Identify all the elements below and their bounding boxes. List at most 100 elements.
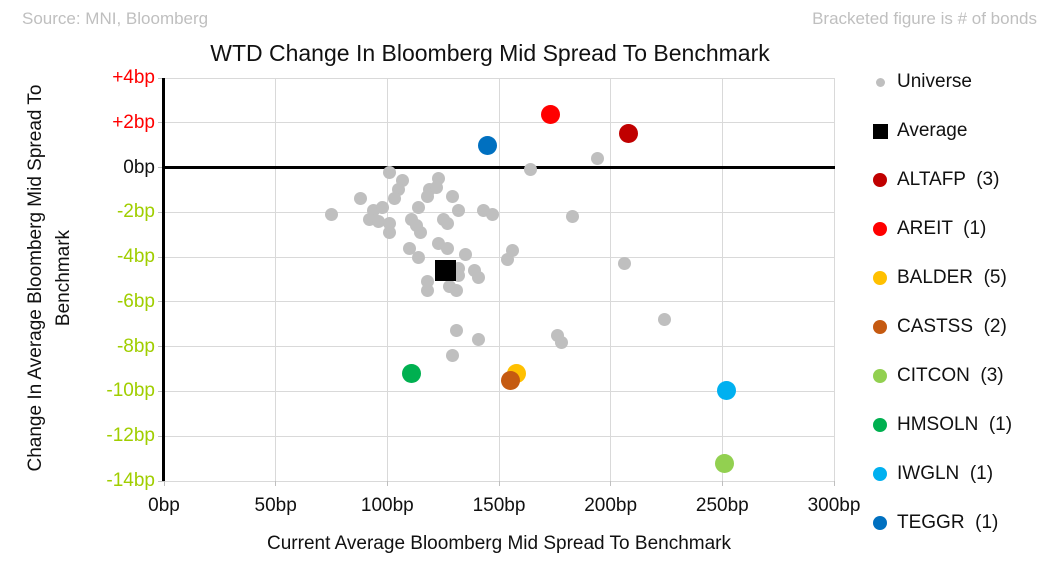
tick-y--2bp bbox=[158, 211, 164, 213]
tick-label-x-250bp: 250bp bbox=[695, 495, 749, 516]
tick-y--10bp bbox=[158, 390, 164, 392]
tick-label-x-200bp: 200bp bbox=[584, 495, 638, 516]
scatter-point-Universe bbox=[371, 214, 385, 228]
scatter-point-Universe bbox=[523, 163, 537, 177]
tick-y--4bp bbox=[158, 256, 164, 258]
tick-x-0bp bbox=[163, 481, 165, 486]
tick-label-y-0bp: 0bp bbox=[123, 156, 155, 178]
tick-x-50bp bbox=[275, 481, 277, 486]
legend-marker-HMSOLN bbox=[873, 418, 887, 432]
legend-label-BALDER: BALDER (5) bbox=[897, 267, 1007, 288]
scatter-point-AREIT bbox=[540, 105, 560, 125]
bracket-note: Bracketed figure is # of bonds bbox=[812, 9, 1037, 28]
gridline-x-300bp bbox=[833, 78, 835, 481]
tick-label-x-150bp: 150bp bbox=[472, 495, 526, 516]
scatter-point-Universe bbox=[459, 248, 472, 262]
tick-y--6bp bbox=[158, 301, 164, 303]
legend-marker-CASTSS bbox=[873, 320, 887, 334]
scatter-point-Universe bbox=[376, 201, 390, 215]
scatter-point-Universe bbox=[421, 190, 435, 204]
scatter-point-Universe bbox=[566, 210, 580, 224]
scatter-point-CASTSS bbox=[500, 370, 520, 390]
legend-label-Average: Average bbox=[897, 120, 968, 141]
tick-label-y--12bp: -12bp bbox=[106, 425, 155, 447]
gridline-x-50bp bbox=[275, 78, 277, 481]
legend-label-HMSOLN: HMSOLN (1) bbox=[897, 414, 1013, 435]
scatter-point-Universe bbox=[445, 190, 459, 204]
legend-label-ALTAFP: ALTAFP (3) bbox=[897, 169, 1000, 190]
gridline-x-200bp bbox=[610, 78, 612, 481]
tick-y--8bp bbox=[158, 346, 164, 348]
y-axis-line bbox=[162, 78, 165, 481]
gridline-x-100bp bbox=[386, 78, 388, 481]
scatter-point-Universe bbox=[383, 225, 397, 239]
scatter-point-Universe bbox=[657, 313, 671, 327]
tick-label-x-300bp: 300bp bbox=[807, 495, 861, 516]
tick-label-y--10bp: -10bp bbox=[106, 380, 155, 402]
scatter-point-HMSOLN bbox=[402, 364, 422, 384]
scatter-point-Universe bbox=[421, 284, 435, 298]
scatter-point-Universe bbox=[555, 335, 569, 349]
legend-label-AREIT: AREIT (1) bbox=[897, 218, 987, 239]
scatter-point-CITCON bbox=[715, 453, 735, 473]
tick-label-x-50bp: 50bp bbox=[254, 495, 297, 516]
scatter-point-Universe bbox=[450, 324, 464, 338]
scatter-point-Universe bbox=[450, 284, 464, 298]
tick-x-250bp bbox=[721, 481, 723, 486]
scatter-point-Average bbox=[434, 260, 456, 282]
legend-marker-AREIT bbox=[873, 222, 887, 236]
scatter-point-Universe bbox=[383, 165, 397, 179]
scatter-point-Universe bbox=[412, 201, 426, 215]
scatter-point-Universe bbox=[429, 181, 443, 195]
scatter-point-Universe bbox=[472, 333, 486, 347]
tick-label-x-0bp: 0bp bbox=[148, 495, 180, 516]
tick-y-0bp bbox=[158, 167, 164, 169]
tick-label-y-+2bp: +2bp bbox=[112, 111, 155, 133]
tick-label-y--4bp: -4bp bbox=[116, 246, 155, 268]
scatter-point-Universe bbox=[441, 217, 455, 231]
tick-x-100bp bbox=[386, 481, 388, 486]
legend-marker-BALDER bbox=[873, 271, 887, 285]
scatter-point-Universe bbox=[501, 252, 515, 266]
legend-marker-IWGLN bbox=[873, 467, 887, 481]
tick-x-150bp bbox=[498, 481, 500, 486]
tick-y-+4bp bbox=[158, 77, 164, 79]
tick-y--12bp bbox=[158, 435, 164, 437]
scatter-point-Universe bbox=[452, 203, 466, 217]
scatter-point-Universe bbox=[617, 257, 631, 271]
tick-y--14bp bbox=[158, 480, 164, 482]
gridline-x-250bp bbox=[721, 78, 723, 481]
tick-y-+2bp bbox=[158, 122, 164, 124]
scatter-point-Universe bbox=[325, 208, 338, 222]
tick-label-y--6bp: -6bp bbox=[116, 290, 155, 312]
legend-marker-CITCON bbox=[873, 369, 887, 383]
scatter-point-Universe bbox=[485, 208, 499, 222]
legend-marker-Average bbox=[872, 123, 888, 139]
legend-label-Universe: Universe bbox=[897, 71, 972, 92]
gridline-x-150bp bbox=[498, 78, 500, 481]
scatter-point-Universe bbox=[414, 225, 428, 239]
tick-label-y--2bp: -2bp bbox=[116, 201, 155, 223]
legend-label-TEGGR: TEGGR (1) bbox=[897, 512, 999, 533]
scatter-point-IWGLN bbox=[717, 380, 737, 400]
scatter-point-Universe bbox=[590, 152, 604, 166]
legend-marker-Universe bbox=[875, 77, 885, 87]
scatter-point-Universe bbox=[354, 192, 368, 206]
tick-label-x-100bp: 100bp bbox=[360, 495, 414, 516]
chart-title: WTD Change In Bloomberg Mid Spread To Be… bbox=[210, 40, 770, 66]
tick-label-y-+4bp: +4bp bbox=[112, 67, 155, 88]
tick-label-y--14bp: -14bp bbox=[106, 470, 155, 491]
legend-label-CITCON: CITCON (3) bbox=[897, 365, 1004, 386]
tick-x-300bp bbox=[833, 481, 835, 486]
x-axis-title: Current Average Bloomberg Mid Spread To … bbox=[267, 533, 731, 554]
scatter-point-TEGGR bbox=[478, 135, 498, 155]
zero-line bbox=[162, 166, 835, 170]
scatter-point-Universe bbox=[403, 241, 417, 255]
legend-marker-ALTAFP bbox=[873, 173, 887, 187]
legend-label-CASTSS: CASTSS (2) bbox=[897, 316, 1007, 337]
legend-marker-TEGGR bbox=[873, 516, 887, 530]
source-note: Source: MNI, Bloomberg bbox=[22, 9, 209, 28]
scatter-point-ALTAFP bbox=[619, 124, 639, 144]
